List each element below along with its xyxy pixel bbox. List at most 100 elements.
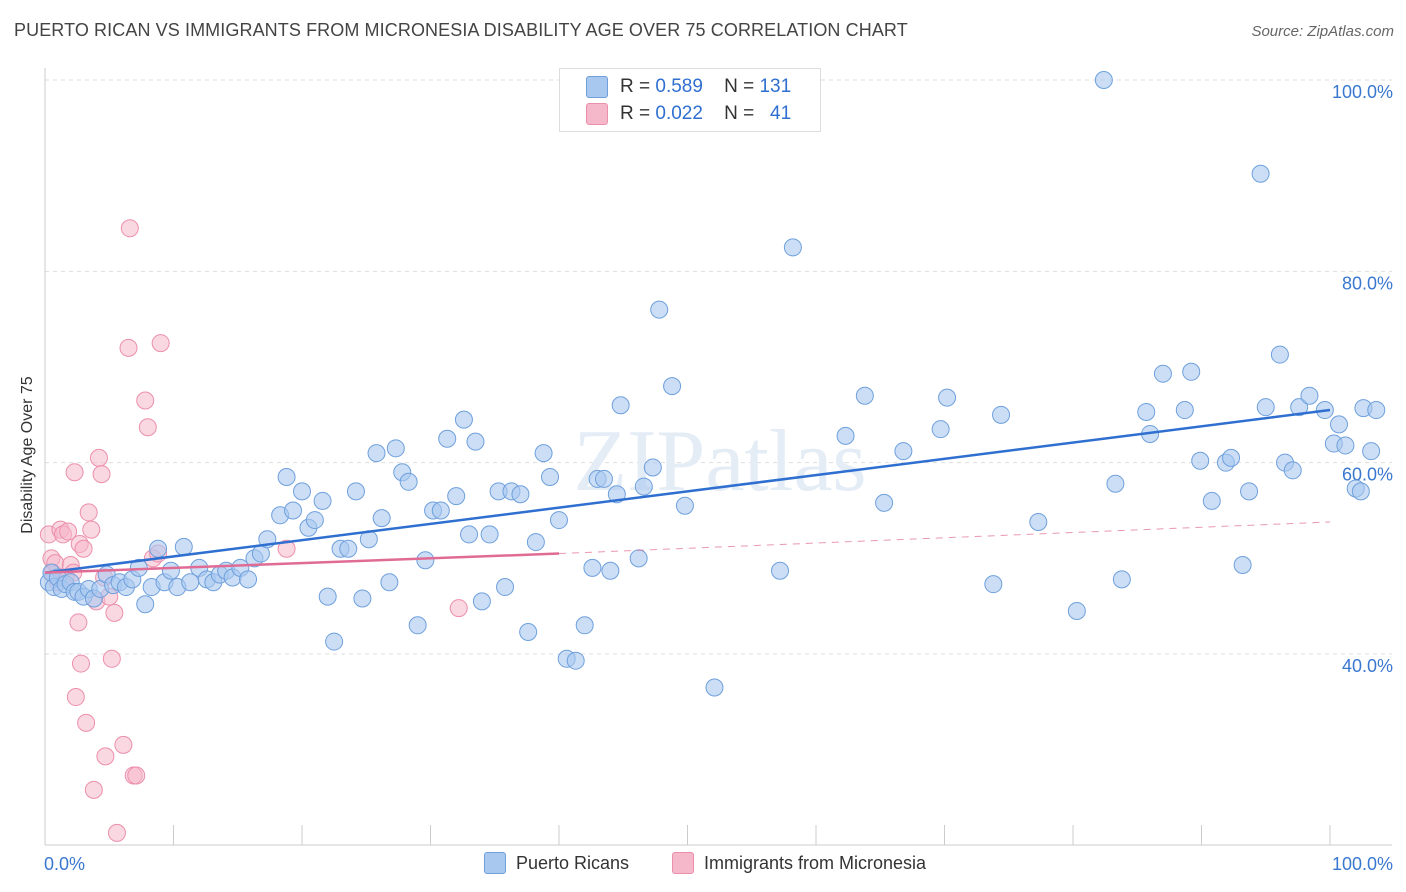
puerto-rican-point	[305, 511, 324, 530]
source-label: Source: ZipAtlas.com	[1251, 23, 1394, 40]
puerto-rican-point	[1153, 364, 1172, 383]
puerto-rican-point	[771, 561, 790, 580]
puerto-rican-point	[1290, 398, 1309, 417]
puerto-rican-point	[174, 537, 193, 556]
y-tick-label: 80.0%	[1342, 273, 1393, 293]
puerto-rican-point	[325, 632, 344, 651]
puerto-rican-point	[1191, 451, 1210, 470]
puerto-rican-point	[1256, 398, 1275, 417]
puerto-rican-point	[511, 485, 530, 504]
legend-n-label: N =	[724, 76, 755, 97]
puerto-rican-point	[1137, 402, 1156, 421]
micronesia-point	[119, 338, 138, 357]
legend-r-label: R =	[620, 76, 651, 97]
puerto-rican-point	[594, 469, 613, 488]
puerto-rican-point	[1222, 448, 1241, 467]
puerto-rican-point	[894, 442, 913, 461]
puerto-rican-point	[1067, 601, 1086, 620]
y-tick-label: 40.0%	[1342, 656, 1393, 676]
puerto-rican-point	[293, 482, 311, 501]
puerto-rican-point	[601, 561, 620, 580]
micronesia-point	[71, 654, 90, 673]
puerto-rican-point	[875, 493, 894, 512]
puerto-rican-point	[1233, 556, 1252, 575]
legend-r-value: 0.589	[655, 76, 703, 97]
bottom-legend-label: Immigrants from Micronesia	[704, 852, 927, 873]
puerto-rican-point	[1367, 401, 1386, 420]
puerto-rican-point	[447, 487, 466, 506]
micronesia-point	[138, 418, 157, 437]
puerto-rican-point	[984, 575, 1003, 594]
bottom-legend-micronesia: Immigrants from Micronesia	[672, 852, 926, 874]
legend-n-label: N =	[724, 103, 755, 124]
puerto-rican-point	[372, 509, 391, 528]
puerto-rican-point	[783, 238, 802, 257]
puerto-rican-point	[1240, 482, 1259, 501]
micronesia-point	[84, 780, 103, 799]
micronesia-trend-line	[44, 552, 560, 574]
micronesia-point	[59, 522, 78, 541]
puerto-rican-point	[550, 511, 568, 530]
legend-r-label: R =	[620, 103, 651, 124]
swatch-blue	[484, 852, 506, 874]
micronesia-point	[151, 334, 170, 353]
micronesia-point	[127, 766, 146, 785]
bottom-legend-puerto-ricans: Puerto Ricans	[484, 852, 629, 874]
puerto-rican-point	[472, 592, 491, 611]
puerto-rican-point	[607, 485, 626, 504]
micronesia-point	[82, 520, 101, 539]
x-tick-label: 100.0%	[1332, 854, 1393, 874]
puerto-rican-point	[634, 477, 653, 496]
puerto-rican-point	[526, 533, 545, 552]
legend-n-value: 131	[759, 76, 792, 97]
puerto-rican-point	[836, 426, 855, 445]
puerto-rican-point	[416, 551, 435, 570]
micronesia-point	[105, 603, 124, 622]
puerto-rican-point	[284, 501, 303, 520]
puerto-rican-point	[149, 539, 168, 558]
puerto-rican-point	[313, 491, 332, 510]
puerto-rican-point	[705, 678, 724, 697]
puerto-rican-point	[1029, 512, 1048, 531]
micronesia-point	[96, 747, 115, 766]
puerto-rican-point	[466, 432, 485, 451]
swatch-pink	[672, 852, 694, 874]
y-tick-label: 100.0%	[1332, 82, 1393, 102]
puerto-rican-point	[583, 558, 602, 577]
puerto-rican-point	[136, 595, 155, 614]
puerto-rican-point	[408, 616, 427, 635]
puerto-rican-point	[380, 573, 399, 592]
legend-row-micronesia: R = 0.022 N = 41	[586, 102, 791, 126]
micronesia-point	[120, 219, 139, 238]
micronesia-point	[74, 539, 93, 558]
puerto-rican-point	[277, 468, 296, 487]
micronesia-point	[69, 613, 88, 632]
puerto-rican-point	[566, 651, 585, 670]
puerto-rican-point	[541, 468, 560, 487]
puerto-rican-point	[1283, 461, 1302, 480]
puerto-rican-point	[675, 496, 694, 515]
puerto-rican-point	[339, 539, 358, 558]
y-axis-label: Disability Age Over 75	[19, 376, 36, 534]
puerto-rican-point	[386, 439, 405, 458]
x-tick-label: 0.0%	[44, 854, 85, 874]
micronesia-point	[114, 735, 133, 754]
micronesia-point	[136, 391, 155, 410]
micronesia-point	[277, 539, 296, 558]
puerto-rican-point	[663, 377, 682, 396]
puerto-rican-trend-line	[44, 408, 1331, 574]
puerto-rican-point	[1336, 436, 1355, 455]
puerto-rican-point	[239, 570, 258, 589]
micronesia-point	[92, 465, 111, 484]
puerto-rican-point	[1182, 362, 1201, 381]
trend-lines	[44, 408, 1331, 574]
bottom-legend-label: Puerto Ricans	[516, 852, 630, 873]
puerto-rican-point	[1094, 71, 1113, 89]
puerto-rican-point	[399, 472, 418, 491]
legend-swatch-blue	[586, 76, 608, 98]
puerto-rican-point	[629, 549, 648, 568]
puerto-rican-point	[938, 388, 957, 407]
bottom-legend: Puerto Ricans Immigrants from Micronesia	[0, 852, 1406, 878]
puerto-rican-point	[1251, 164, 1270, 183]
chart-title: PUERTO RICAN VS IMMIGRANTS FROM MICRONES…	[14, 20, 908, 40]
